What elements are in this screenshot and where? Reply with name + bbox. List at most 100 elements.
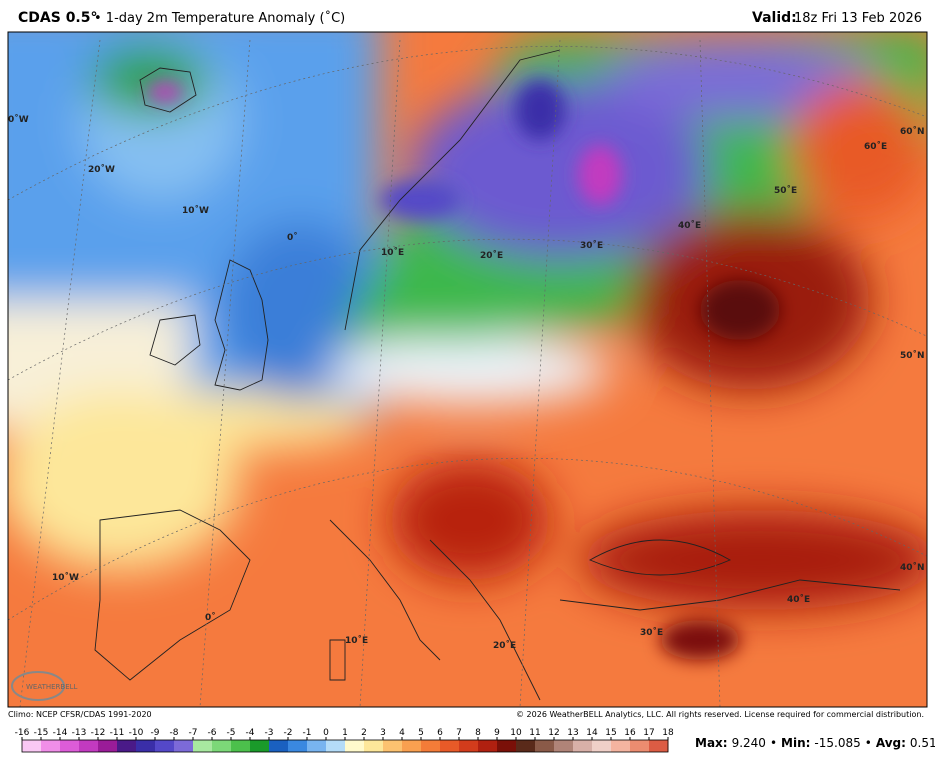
colorbar-tick-label: 18: [662, 728, 674, 738]
graticule-label: 10˚W: [52, 572, 79, 583]
graticule-label: 10˚W: [182, 205, 209, 216]
map: 0˚W 20˚W 10˚W 0˚ 10˚E 20˚E 30˚E 40˚E 50˚E 60˚E 60˚…: [8, 32, 927, 707]
coastlines: [94, 49, 901, 701]
colorbar-swatch: [136, 740, 156, 752]
colorbar-tick-label: 4: [399, 728, 405, 738]
graticule-label: 30˚E: [640, 627, 663, 638]
colorbar-swatch: [345, 740, 365, 752]
colorbar-tick-label: -8: [170, 728, 179, 738]
colorbar-tick-label: 13: [567, 728, 578, 738]
colorbar-swatch: [535, 740, 555, 752]
colorbar-swatch: [98, 740, 118, 752]
colorbar-swatch: [478, 740, 498, 752]
graticule-labels: 0˚W 20˚W 10˚W 0˚ 10˚E 20˚E 30˚E 40˚E 50˚E 60˚E 60˚…: [8, 114, 925, 651]
colorbar-swatch: [269, 740, 289, 752]
colorbar-swatch: [288, 740, 308, 752]
colorbar-swatch: [174, 740, 194, 752]
colorbar-swatch: [402, 740, 422, 752]
graticule-label: 0˚W: [8, 114, 29, 125]
colorbar-swatch: [459, 740, 479, 752]
colorbar-tick-label: 5: [418, 728, 424, 738]
graticule-label: 40˚E: [678, 220, 701, 231]
graticule-label: 30˚E: [580, 240, 603, 251]
colorbar-swatch: [22, 740, 42, 752]
stats-part: 0.511: [910, 736, 935, 750]
colorbar-swatch: [649, 740, 669, 752]
stats-part: •: [770, 736, 777, 750]
colorbar-swatch: [326, 740, 346, 752]
colorbar-tick-label: -7: [189, 728, 198, 738]
colorbar-tick-label: -4: [246, 728, 255, 738]
colorbar-tick-label: 0: [323, 728, 329, 738]
anomaly-detail: [147, 80, 780, 660]
colorbar-swatch: [554, 740, 574, 752]
colorbar-tick-label: 16: [624, 728, 636, 738]
colorbar-tick-label: 9: [494, 728, 500, 738]
logo: WEATHERBELL: [11, 671, 78, 701]
graticule-label: 0˚: [287, 232, 298, 243]
colorbar-swatch: [592, 740, 612, 752]
title: CDAS 0.5°: [18, 10, 98, 26]
logo-text: WEATHERBELL: [26, 683, 78, 691]
colorbar-tick-label: -2: [284, 728, 293, 738]
colorbar-swatch: [231, 740, 251, 752]
colorbar-tick-label: 15: [605, 728, 616, 738]
colorbar-swatch: [60, 740, 80, 752]
colorbar-swatch: [497, 740, 517, 752]
colorbar-swatch: [250, 740, 270, 752]
graticule-label: 10˚E: [345, 635, 368, 646]
colorbar-tick-label: -14: [53, 728, 68, 738]
colorbar-swatch: [630, 740, 650, 752]
colorbar-swatch: [516, 740, 536, 752]
graticule-label: 20˚E: [493, 640, 516, 651]
colorbar-tick-label: -5: [227, 728, 236, 738]
colorbar-swatch: [440, 740, 460, 752]
colorbar-tick-label: 17: [643, 728, 654, 738]
graticule-label: 60˚E: [864, 141, 887, 152]
copyright: © 2026 WeatherBELL Analytics, LLC. All r…: [516, 710, 924, 719]
colorbar-tick-label: -12: [91, 728, 106, 738]
graticule-label: 40˚E: [787, 594, 810, 605]
colorbar: -16 -15 -14 -13 -12 -11 -10 -9 -8 -7 -6 -5 -4 -3 -2 -1 0…: [15, 728, 674, 753]
climo-note: Climo: NCEP CFSR/CDAS 1991-2020: [8, 710, 152, 719]
colorbar-swatch: [421, 740, 441, 752]
colorbar-swatch: [193, 740, 213, 752]
colorbar-swatch: [41, 740, 61, 752]
colorbar-tick-label: 14: [586, 728, 598, 738]
colorbar-swatch: [611, 740, 631, 752]
colorbar-tick-label: 2: [361, 728, 367, 738]
colorbar-tick-label: 12: [548, 728, 559, 738]
stats-part: Min:: [781, 736, 810, 750]
stats: Max: 9.240 • Min: -15.085 • Avg: 0.511: [695, 736, 935, 750]
colorbar-tick-label: -13: [72, 728, 87, 738]
graticule-label: 20˚W: [88, 164, 115, 175]
graticule-label: 50˚N: [900, 350, 925, 361]
colorbar-tick-label: -15: [34, 728, 49, 738]
colorbar-swatch: [364, 740, 384, 752]
colorbar-swatch: [212, 740, 232, 752]
colorbar-tick-label: 3: [380, 728, 386, 738]
colorbar-tick-label: 1: [342, 728, 348, 738]
colorbar-tick-label: -11: [110, 728, 125, 738]
colorbar-tick-label: 8: [475, 728, 481, 738]
colorbar-swatch: [383, 740, 403, 752]
colorbar-tick-label: 6: [437, 728, 443, 738]
graticule-label: 0˚: [205, 612, 216, 623]
colorbar-tick-label: -10: [129, 728, 144, 738]
graticule-label: 20˚E: [480, 250, 503, 261]
stats-part: -15.085: [814, 736, 860, 750]
graticule-label: 40˚N: [900, 562, 925, 573]
colorbar-swatch: [573, 740, 593, 752]
colorbar-tick-label: 7: [456, 728, 462, 738]
valid-label: Valid:: [752, 10, 797, 26]
colorbar-tick-label: 11: [529, 728, 540, 738]
stats-part: Max:: [695, 736, 728, 750]
colorbar-tick-label: -9: [151, 728, 160, 738]
colorbar-swatch: [155, 740, 175, 752]
graticule-label: 10˚E: [381, 247, 404, 258]
graticule-label: 60˚N: [900, 126, 925, 137]
graticule: [8, 39, 927, 707]
colorbar-swatch: [307, 740, 327, 752]
